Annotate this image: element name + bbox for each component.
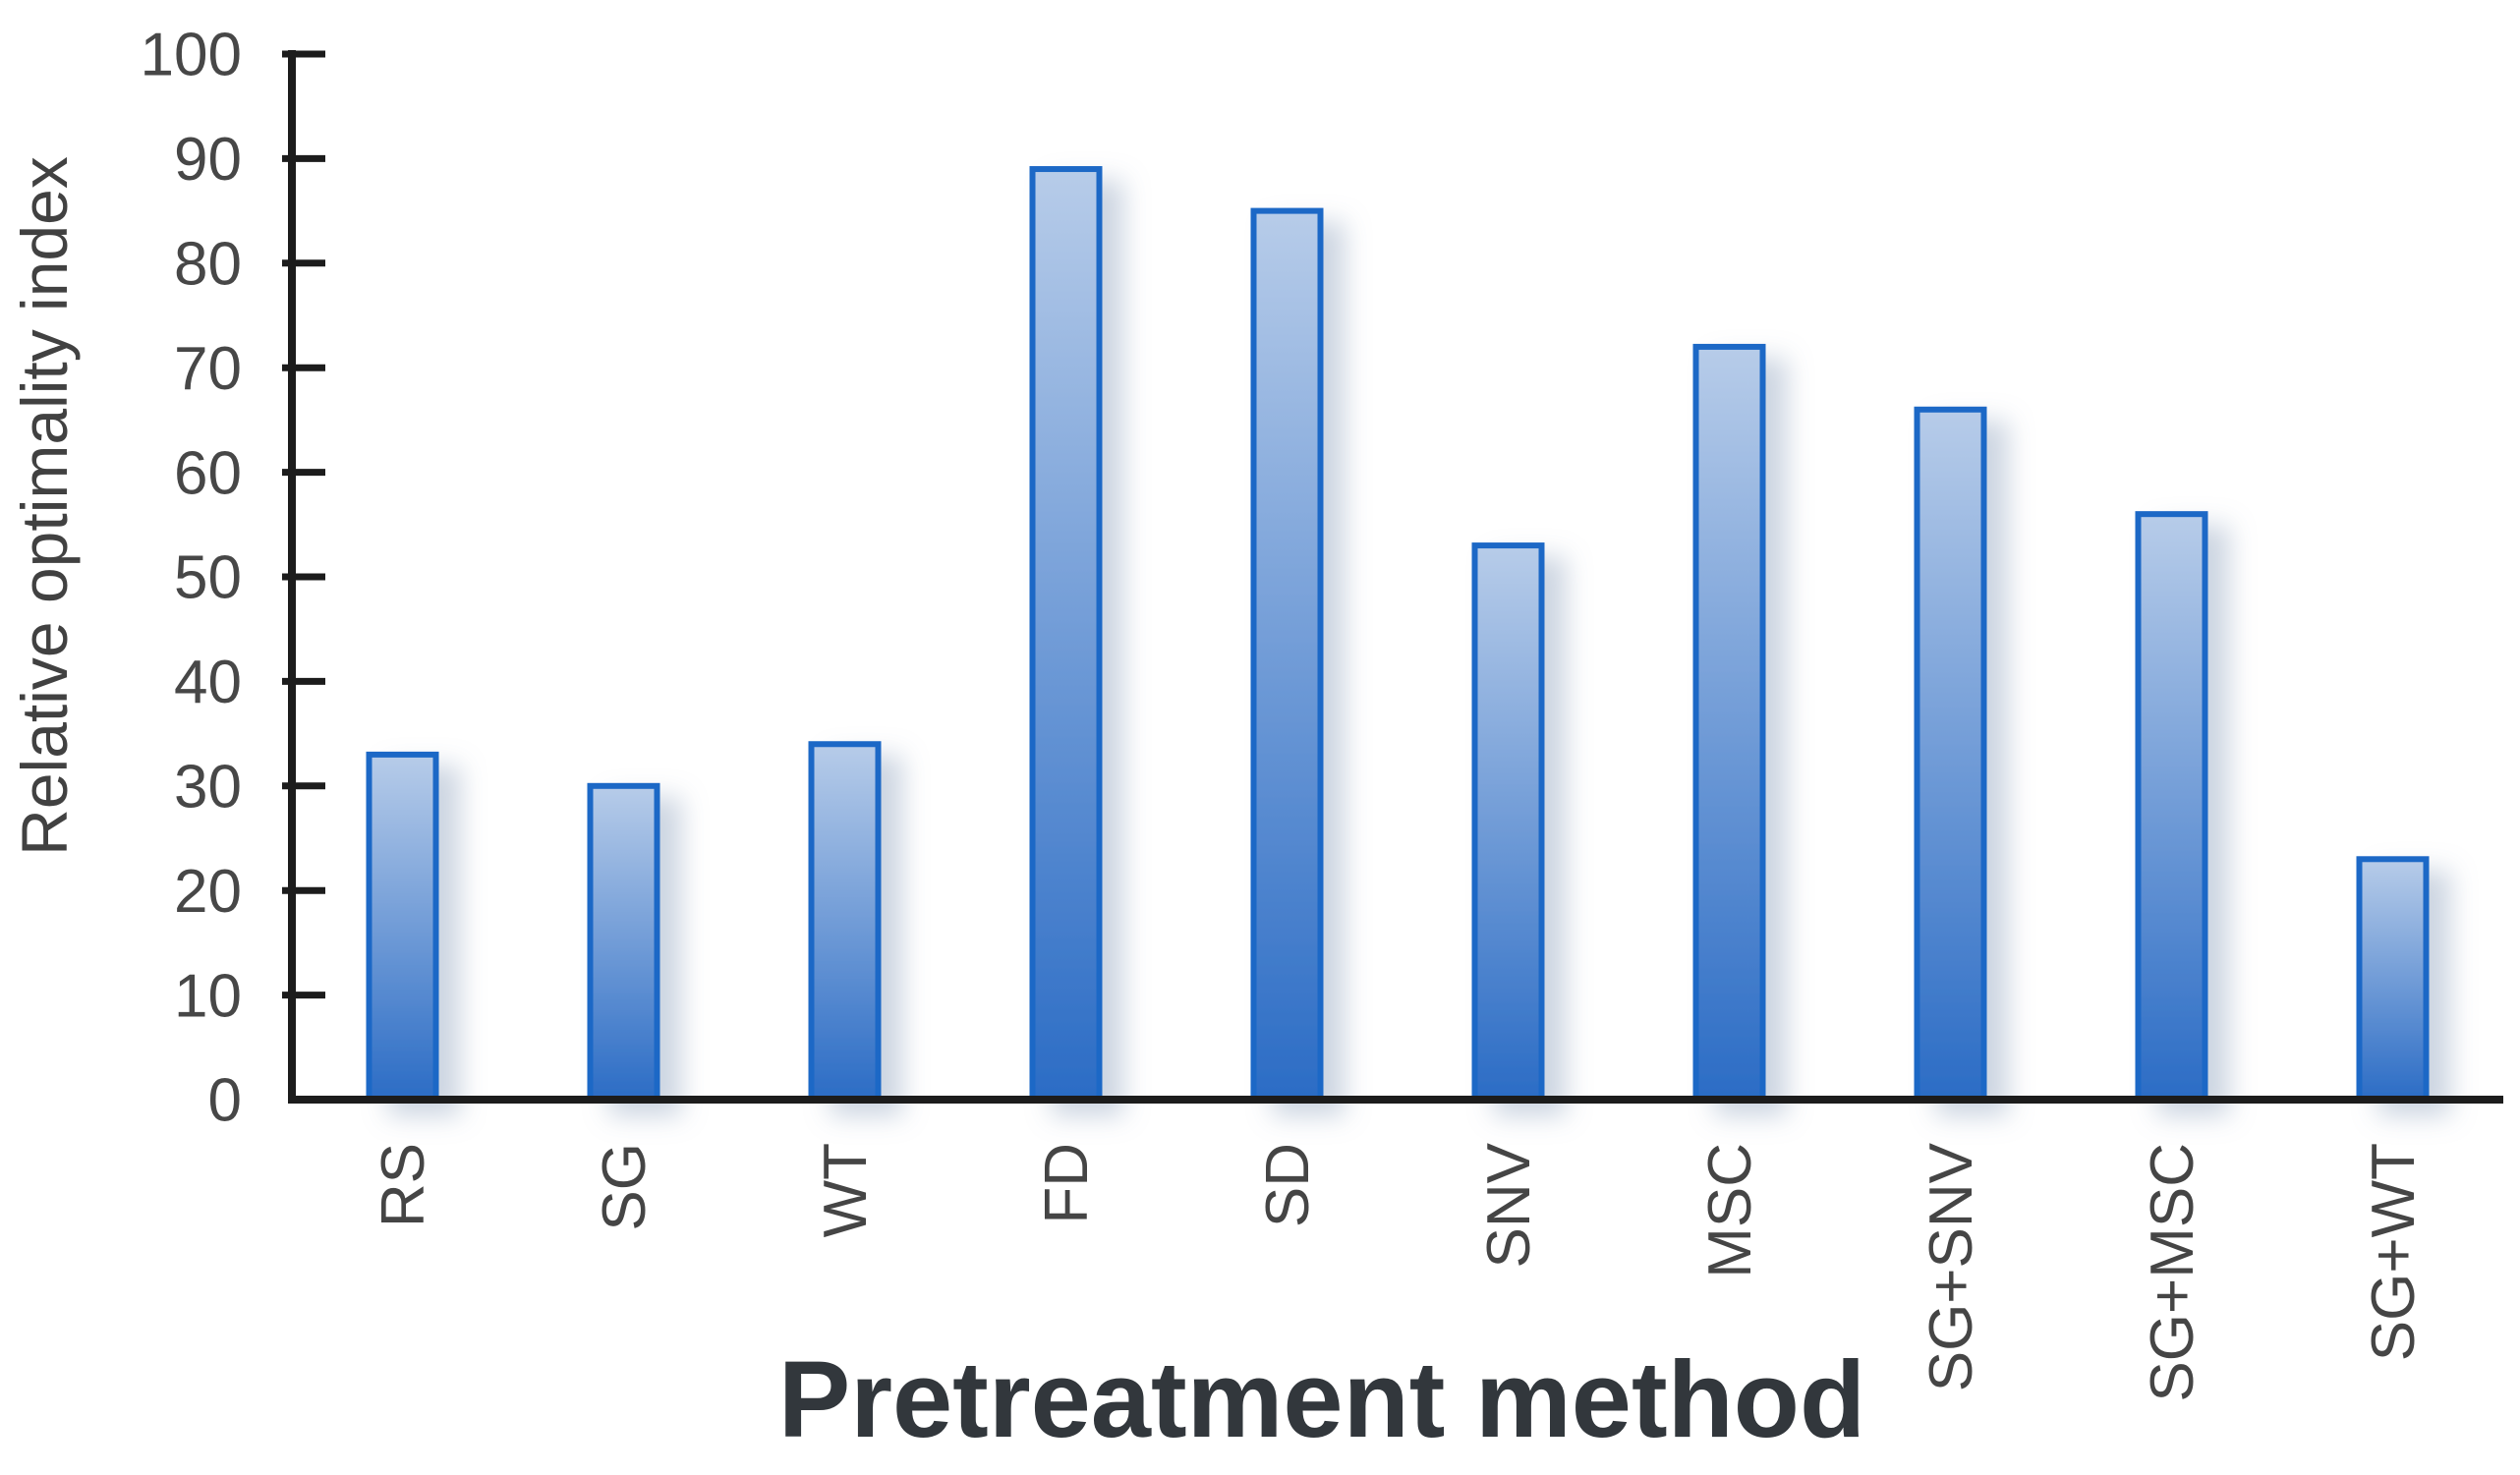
bar-FD (1029, 166, 1103, 1104)
bar-SG (587, 782, 660, 1103)
x-category-label-RS: RS (370, 1143, 437, 1227)
bar-WT (808, 741, 882, 1103)
x-category-label-SG+WT: SG+WT (2360, 1143, 2428, 1361)
bar-SD (1250, 207, 1324, 1104)
x-category-label-SNV: SNV (1475, 1142, 1543, 1268)
x-category-label-MSC: MSC (1696, 1143, 1764, 1278)
bar-RS (366, 751, 439, 1103)
bar-SG+SNV (1914, 406, 1987, 1103)
x-category-label-WT: WT (812, 1143, 880, 1237)
bar-SG+MSC (2135, 511, 2208, 1103)
y-tick-label-50: 50 (174, 544, 242, 612)
x-category-label-FD: FD (1033, 1143, 1101, 1224)
y-tick-label-70: 70 (174, 335, 242, 403)
y-axis-ticks (282, 50, 325, 999)
y-tick-label-40: 40 (174, 649, 242, 716)
x-category-label-SG+MSC: SG+MSC (2139, 1143, 2206, 1402)
y-tick-label-60: 60 (174, 439, 242, 507)
x-axis-title: Pretreatment method (778, 1339, 1865, 1460)
bar-MSC (1692, 343, 1766, 1104)
bar-SG+WT (2356, 856, 2430, 1104)
y-axis-tick-labels: 0 10 20 30 40 50 60 70 80 90 100 (141, 22, 242, 1135)
x-category-label-SD: SD (1254, 1143, 1322, 1227)
y-tick-label-100: 100 (141, 22, 242, 89)
y-tick-label-20: 20 (174, 858, 242, 926)
y-tick-label-30: 30 (174, 754, 242, 822)
y-tick-label-0: 0 (208, 1067, 242, 1135)
y-tick-label-90: 90 (174, 126, 242, 194)
bars (366, 166, 2430, 1104)
y-tick-label-10: 10 (174, 962, 242, 1030)
y-tick-label-80: 80 (174, 231, 242, 299)
bar-SNV (1471, 542, 1545, 1103)
x-category-label-SG+SNV: SG+SNV (1918, 1142, 1985, 1391)
x-axis-category-labels: RS SG WT FD SD SNV MSC SG+SNV SG+MSC SG+WT (370, 1142, 2428, 1401)
y-axis-title: Relative optimality index (8, 156, 81, 856)
x-category-label-SG: SG (591, 1143, 659, 1231)
